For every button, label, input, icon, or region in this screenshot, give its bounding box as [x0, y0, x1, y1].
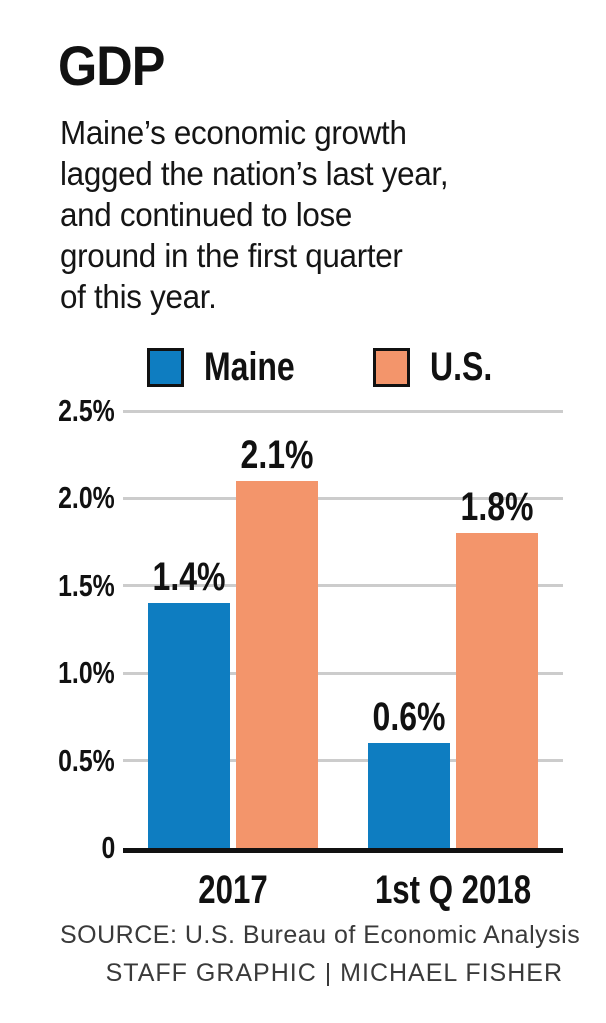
y-tick-label-20: 2.0%: [58, 480, 115, 516]
value-label-maine-2017: 1.4%: [152, 555, 226, 600]
plot-row: 0 0.5% 1.0% 1.5% 2.0% 2.5% 1.4% 2.1% 0.6% 1.8%: [0, 393, 606, 865]
y-tick-label-0: 0: [101, 830, 115, 865]
plot-area: 1.4% 2.1% 0.6% 1.8%: [123, 409, 563, 853]
gridline-15: [123, 584, 563, 588]
bar-us-1stq2018: 1.8%: [456, 487, 538, 848]
x-axis-baseline: [123, 848, 563, 853]
y-tick-label-10: 1.0%: [58, 655, 115, 691]
source-line: SOURCE: U.S. Bureau of Economic Analysis: [60, 921, 581, 949]
gridline-10: [123, 671, 563, 675]
y-tick-label-25: 2.5%: [58, 393, 115, 428]
bar-group-2017: 1.4% 2.1%: [148, 435, 318, 848]
chart-legend: Maine U.S.: [147, 345, 606, 390]
y-tick-label-05: 0.5%: [58, 742, 115, 778]
legend-item-us: U.S.: [373, 345, 508, 390]
bar-chart: Maine U.S. 0 0.5% 1.0% 1.5% 2.0% 2.5% 1.4% 2.1%…: [0, 345, 606, 912]
y-axis: 0 0.5% 1.0% 1.5% 2.0% 2.5%: [0, 393, 123, 865]
bar-us-2017: 2.1%: [236, 435, 318, 848]
x-category-label-2017: 2017: [198, 868, 268, 912]
legend-item-maine: Maine: [147, 345, 317, 390]
y-tick-label-15: 1.5%: [58, 567, 115, 603]
legend-swatch-maine: [147, 347, 184, 387]
gridline-25: [123, 409, 563, 413]
legend-label-maine: Maine: [204, 344, 295, 389]
value-label-us-1stq2018: 1.8%: [460, 485, 534, 530]
gridline-20: [123, 496, 563, 500]
page-title: GDP: [58, 34, 165, 97]
x-axis-labels: 2017 1st Q 2018: [123, 848, 563, 912]
bar-maine-2017: 1.4%: [148, 557, 230, 848]
chart-description: Maine’s economic growth lagged the natio…: [60, 114, 449, 315]
legend-label-us: U.S.: [430, 344, 493, 389]
gridline-05: [123, 759, 563, 763]
gdp-graphic: GDP Maine’s economic growth lagged the n…: [0, 38, 606, 1023]
bar-maine-1stq2018: 0.6%: [368, 697, 450, 848]
credit-line: STAFF GRAPHIC | MICHAEL FISHER: [105, 959, 563, 987]
x-category-label-1stq2018: 1st Q 2018: [374, 868, 532, 912]
value-label-maine-1stq2018: 0.6%: [372, 695, 446, 740]
bar-group-1stq2018: 0.6% 1.8%: [368, 487, 538, 848]
legend-swatch-us: [373, 347, 411, 387]
value-label-us-2017: 2.1%: [240, 432, 314, 477]
